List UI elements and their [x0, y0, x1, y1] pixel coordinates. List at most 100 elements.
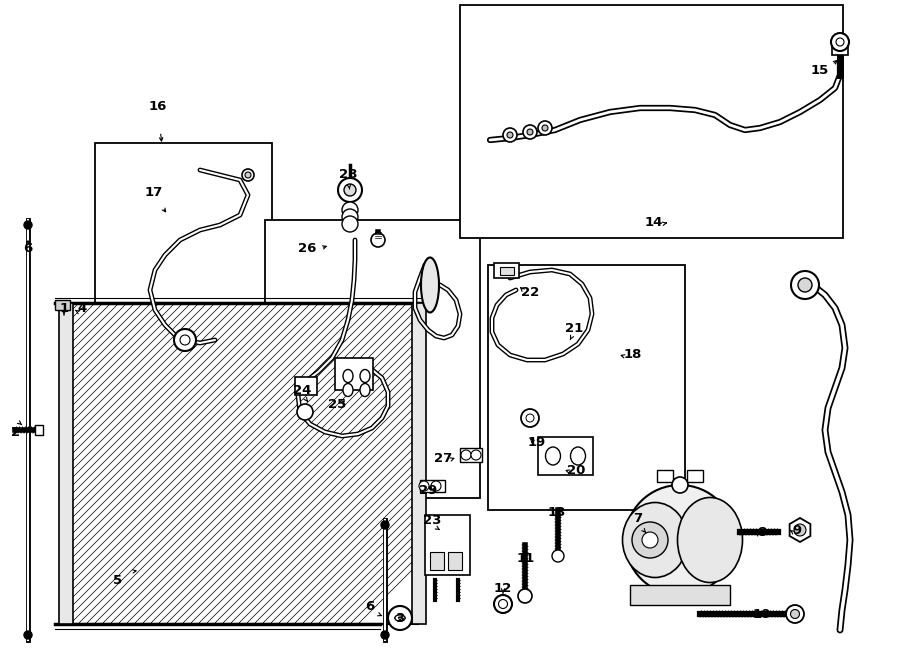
Circle shape — [791, 271, 819, 299]
Ellipse shape — [571, 447, 586, 465]
Text: 22: 22 — [521, 286, 539, 299]
Bar — [500, 267, 514, 275]
Circle shape — [527, 129, 533, 135]
Text: 13: 13 — [548, 506, 566, 518]
Circle shape — [24, 221, 32, 229]
Bar — [412, 303, 426, 624]
Bar — [67, 303, 418, 624]
Circle shape — [242, 169, 254, 181]
Circle shape — [518, 589, 532, 603]
Text: 20: 20 — [567, 463, 585, 477]
Circle shape — [388, 606, 412, 630]
Text: 9: 9 — [792, 524, 802, 537]
Text: 23: 23 — [423, 514, 441, 527]
Text: 18: 18 — [624, 348, 643, 362]
Text: 21: 21 — [565, 321, 583, 334]
Circle shape — [431, 481, 441, 491]
Bar — [420, 480, 445, 492]
Text: 7: 7 — [634, 512, 643, 525]
Circle shape — [542, 125, 548, 131]
Text: 29: 29 — [418, 485, 437, 498]
Bar — [460, 448, 482, 462]
Circle shape — [790, 609, 799, 619]
Circle shape — [507, 132, 513, 138]
Ellipse shape — [360, 383, 370, 397]
Text: 28: 28 — [338, 167, 357, 180]
Bar — [460, 5, 843, 238]
Bar — [67, 303, 418, 624]
Circle shape — [180, 335, 190, 345]
Bar — [35, 425, 43, 435]
Circle shape — [297, 404, 313, 420]
Circle shape — [461, 450, 471, 460]
Text: 14: 14 — [644, 215, 663, 229]
Text: 1: 1 — [59, 301, 68, 315]
Ellipse shape — [421, 258, 439, 313]
Bar — [448, 552, 462, 570]
Circle shape — [672, 477, 688, 493]
Circle shape — [419, 481, 429, 491]
Circle shape — [174, 329, 196, 351]
Ellipse shape — [678, 498, 742, 582]
Text: 3: 3 — [395, 611, 405, 625]
Text: 2: 2 — [12, 426, 21, 438]
Text: 11: 11 — [517, 551, 535, 564]
Text: 24: 24 — [292, 383, 311, 397]
Bar — [494, 263, 519, 278]
Bar — [488, 265, 685, 510]
Circle shape — [798, 278, 812, 292]
Text: 19: 19 — [528, 436, 546, 449]
Bar — [538, 437, 593, 475]
Circle shape — [344, 184, 356, 196]
Circle shape — [342, 202, 358, 218]
Ellipse shape — [545, 447, 561, 465]
Ellipse shape — [395, 615, 405, 621]
Text: 27: 27 — [434, 451, 452, 465]
Ellipse shape — [625, 485, 735, 595]
Text: 10: 10 — [752, 607, 771, 621]
Ellipse shape — [343, 369, 353, 383]
Circle shape — [24, 631, 32, 639]
Ellipse shape — [395, 615, 405, 621]
Circle shape — [342, 216, 358, 232]
Circle shape — [494, 595, 512, 613]
Circle shape — [245, 172, 251, 178]
Circle shape — [342, 209, 358, 225]
Ellipse shape — [360, 369, 370, 383]
Bar — [265, 220, 480, 498]
Circle shape — [526, 414, 534, 422]
Text: 16: 16 — [148, 100, 167, 114]
Circle shape — [503, 128, 517, 142]
Ellipse shape — [343, 383, 353, 397]
Text: 25: 25 — [328, 399, 346, 412]
Text: 5: 5 — [113, 574, 122, 586]
Circle shape — [371, 233, 385, 247]
Bar — [95, 143, 272, 363]
Circle shape — [338, 178, 362, 202]
Text: 6: 6 — [23, 241, 32, 254]
Bar — [425, 515, 470, 575]
Circle shape — [632, 522, 668, 558]
Text: 17: 17 — [145, 186, 163, 198]
Text: 4: 4 — [77, 301, 86, 315]
Ellipse shape — [395, 615, 405, 621]
Bar — [59, 303, 73, 624]
Circle shape — [471, 450, 481, 460]
Circle shape — [642, 532, 658, 548]
Circle shape — [523, 125, 537, 139]
Circle shape — [794, 524, 806, 536]
Ellipse shape — [623, 502, 688, 578]
Circle shape — [836, 38, 844, 46]
Circle shape — [538, 121, 552, 135]
Bar — [295, 377, 317, 395]
Bar — [687, 470, 703, 482]
Text: 6: 6 — [365, 600, 374, 613]
Circle shape — [381, 521, 389, 529]
Text: 12: 12 — [494, 582, 512, 594]
Circle shape — [381, 631, 389, 639]
Bar — [657, 470, 673, 482]
Bar — [335, 358, 373, 390]
Circle shape — [552, 550, 564, 562]
Text: 15: 15 — [811, 63, 829, 77]
Bar — [832, 40, 848, 55]
